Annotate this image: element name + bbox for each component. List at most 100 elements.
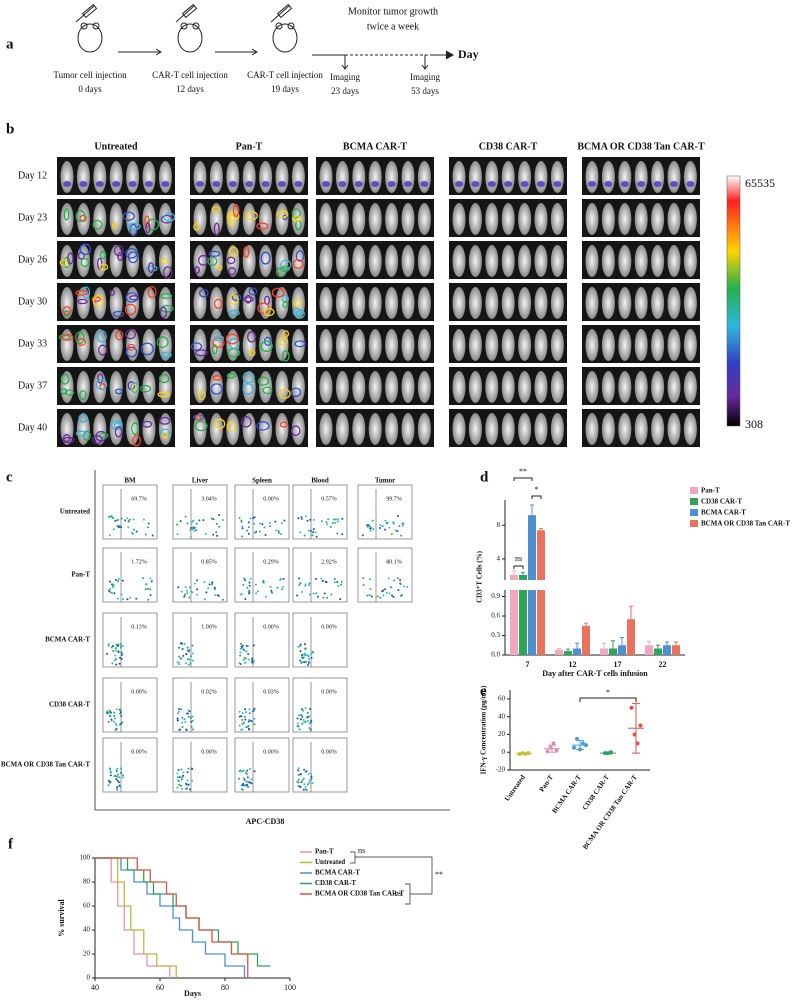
- event: [121, 598, 124, 601]
- event: [325, 521, 328, 524]
- event: [307, 661, 310, 664]
- event: [247, 781, 250, 784]
- colorbar-min: 308: [745, 417, 763, 431]
- event: [112, 528, 115, 531]
- signal: [97, 373, 104, 384]
- event: [113, 592, 116, 595]
- signal: [686, 181, 695, 187]
- event: [299, 718, 302, 721]
- mouse: [368, 329, 382, 361]
- event: [107, 515, 110, 518]
- mouse: [468, 161, 482, 193]
- mouse: [534, 371, 548, 403]
- event: [181, 787, 184, 790]
- mouse: [401, 329, 415, 361]
- mouse: [193, 203, 207, 235]
- signal: [620, 181, 629, 187]
- event: [116, 767, 119, 770]
- legend-label: CD38 CAR-T: [701, 498, 742, 506]
- event: [384, 528, 387, 531]
- event: [182, 771, 185, 774]
- bracket: [531, 495, 542, 499]
- y-tick-label: 0.9: [491, 592, 500, 600]
- event: [303, 768, 306, 771]
- signal: [195, 414, 202, 421]
- event: [249, 719, 252, 722]
- signal: [127, 343, 136, 351]
- signal: [63, 208, 70, 221]
- legend-label: CD38 CAR-T: [315, 879, 356, 887]
- event: [215, 531, 218, 534]
- y-tick-label: -20: [496, 766, 506, 774]
- event: [114, 654, 117, 657]
- event: [369, 527, 372, 530]
- event: [127, 526, 130, 529]
- event: [112, 649, 115, 652]
- event: [302, 657, 305, 660]
- bar: [519, 590, 527, 655]
- mouse: [142, 245, 156, 277]
- event: [241, 788, 244, 791]
- event: [299, 582, 302, 585]
- mouse: [259, 245, 273, 277]
- event: [176, 719, 179, 722]
- mouse: [352, 287, 366, 319]
- gate-percent: 0.00%: [321, 689, 337, 695]
- mouse: [368, 245, 382, 277]
- event: [396, 515, 399, 518]
- event: [299, 531, 302, 534]
- event: [117, 781, 120, 784]
- event: [246, 586, 249, 589]
- event: [246, 769, 249, 772]
- event: [297, 778, 300, 781]
- signal: [98, 344, 108, 356]
- signal: [198, 288, 209, 298]
- mouse: [683, 329, 697, 361]
- event: [315, 535, 318, 538]
- event: [394, 529, 397, 532]
- event: [113, 711, 116, 714]
- signal: [245, 211, 258, 221]
- event: [129, 596, 132, 599]
- bar: [564, 651, 572, 655]
- mouse: [618, 371, 632, 403]
- event: [296, 594, 299, 597]
- event: [177, 710, 180, 713]
- mouse: [601, 287, 615, 319]
- event: [406, 585, 409, 588]
- event: [298, 583, 301, 586]
- event: [135, 530, 138, 533]
- signal: [242, 383, 254, 395]
- event: [180, 708, 183, 711]
- signal: [195, 349, 208, 357]
- event: [242, 659, 245, 662]
- event: [189, 655, 192, 658]
- point: [554, 748, 559, 753]
- mouse: [242, 245, 256, 277]
- significance: **: [519, 467, 527, 476]
- event: [114, 647, 117, 650]
- event: [111, 583, 114, 586]
- signal: [213, 298, 223, 309]
- event: [331, 521, 334, 524]
- signal: [248, 349, 256, 357]
- event: [315, 577, 318, 580]
- event: [384, 519, 387, 522]
- signal: [92, 219, 103, 230]
- mouse: [601, 245, 615, 277]
- signal: [294, 340, 306, 348]
- event: [128, 518, 131, 521]
- event: [111, 586, 114, 589]
- mouse: [585, 413, 599, 445]
- event: [241, 718, 244, 721]
- event: [361, 534, 364, 537]
- event: [379, 527, 382, 530]
- signal: [278, 337, 288, 346]
- mouse: [275, 161, 289, 193]
- signal: [75, 210, 86, 223]
- mouse: [468, 287, 482, 319]
- event: [247, 521, 250, 524]
- monitor-text: Monitor tumor growth: [348, 6, 438, 17]
- event: [341, 533, 344, 536]
- event: [253, 516, 256, 519]
